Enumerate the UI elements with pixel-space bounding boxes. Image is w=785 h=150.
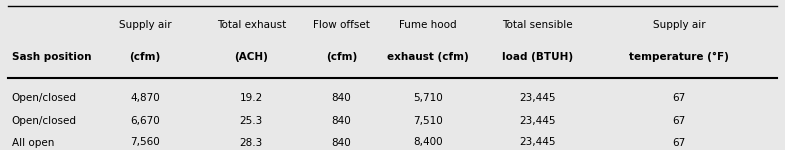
Text: 67: 67	[673, 93, 685, 103]
Text: 28.3: 28.3	[239, 138, 263, 147]
Text: 840: 840	[331, 138, 352, 147]
Text: (cfm): (cfm)	[130, 52, 161, 62]
Text: 4,870: 4,870	[130, 93, 160, 103]
Text: Open/closed: Open/closed	[12, 93, 77, 103]
Text: (cfm): (cfm)	[326, 52, 357, 62]
Text: 5,710: 5,710	[413, 93, 443, 103]
Text: Open/closed: Open/closed	[12, 116, 77, 126]
Text: (ACH): (ACH)	[234, 52, 268, 62]
Text: Fume hood: Fume hood	[399, 21, 457, 30]
Text: 840: 840	[331, 93, 352, 103]
Text: 67: 67	[673, 138, 685, 147]
Text: 23,445: 23,445	[520, 116, 556, 126]
Text: 25.3: 25.3	[239, 116, 263, 126]
Text: Supply air: Supply air	[652, 21, 706, 30]
Text: Total sensible: Total sensible	[502, 21, 573, 30]
Text: Flow offset: Flow offset	[313, 21, 370, 30]
Text: 23,445: 23,445	[520, 138, 556, 147]
Text: Sash position: Sash position	[12, 52, 91, 62]
Text: 840: 840	[331, 116, 352, 126]
Text: 8,400: 8,400	[413, 138, 443, 147]
Text: 6,670: 6,670	[130, 116, 160, 126]
Text: 67: 67	[673, 116, 685, 126]
Text: load (BTUH): load (BTUH)	[502, 52, 573, 62]
Text: 7,560: 7,560	[130, 138, 160, 147]
Text: exhaust (cfm): exhaust (cfm)	[387, 52, 469, 62]
Text: Total exhaust: Total exhaust	[217, 21, 286, 30]
Text: All open: All open	[12, 138, 54, 147]
Text: 23,445: 23,445	[520, 93, 556, 103]
Text: 19.2: 19.2	[239, 93, 263, 103]
Text: Supply air: Supply air	[119, 21, 172, 30]
Text: temperature (°F): temperature (°F)	[629, 52, 729, 62]
Text: 7,510: 7,510	[413, 116, 443, 126]
